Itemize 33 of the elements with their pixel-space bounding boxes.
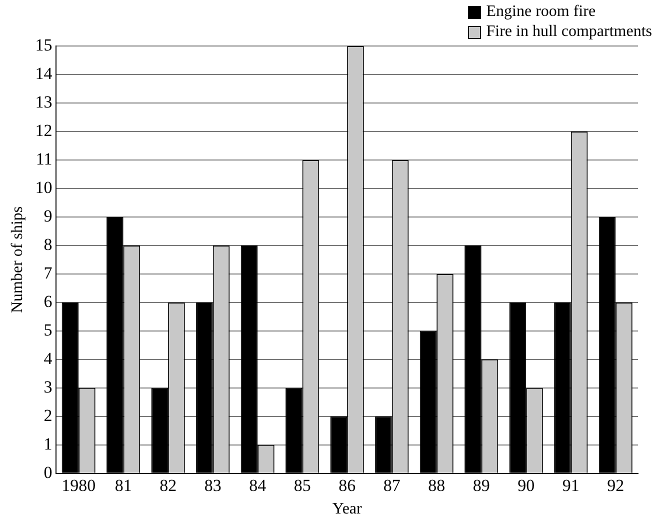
- x-tick-label: 83: [204, 476, 222, 496]
- x-tick-label: 87: [383, 476, 401, 496]
- x-tick-label: 91: [562, 476, 580, 496]
- x-tick-label: 86: [338, 476, 356, 496]
- y-tick-label: 0: [44, 462, 52, 482]
- y-tick-label: 6: [44, 292, 52, 311]
- x-tick-label: 84: [249, 476, 267, 496]
- x-tick-label: 88: [428, 476, 446, 496]
- y-axis-title: Number of ships: [8, 206, 26, 314]
- y-tick-label: 14: [35, 64, 53, 83]
- legend-label: Fire in hull compartments: [486, 22, 652, 42]
- x-tick-label: 89: [472, 476, 490, 496]
- y-tick-label: 13: [35, 92, 52, 112]
- y-tick-label: 3: [44, 377, 52, 396]
- y-tick-label: 5: [44, 320, 52, 340]
- x-tick-label: 82: [160, 476, 177, 496]
- y-tick-label: 7: [44, 263, 53, 282]
- y-tick-label: 9: [44, 206, 52, 226]
- y-tick-label: 2: [44, 406, 52, 425]
- y-tick-label: 8: [44, 234, 52, 254]
- y-tick-label: 4: [44, 348, 53, 368]
- x-axis-title: Year: [332, 500, 363, 518]
- x-tick-label: 90: [518, 476, 535, 496]
- legend-label: Engine room fire: [486, 2, 596, 22]
- y-tick-label: 1: [44, 434, 52, 454]
- y-tick-label: 15: [35, 35, 52, 54]
- x-tick-label: 1980: [62, 476, 96, 496]
- x-tick-label: 85: [294, 476, 311, 496]
- x-tick-label: 81: [114, 476, 132, 496]
- x-tick-label: 92: [607, 476, 624, 496]
- y-tick-label: 10: [35, 178, 52, 197]
- y-tick-label: 11: [36, 149, 52, 168]
- y-tick-label: 12: [35, 120, 52, 140]
